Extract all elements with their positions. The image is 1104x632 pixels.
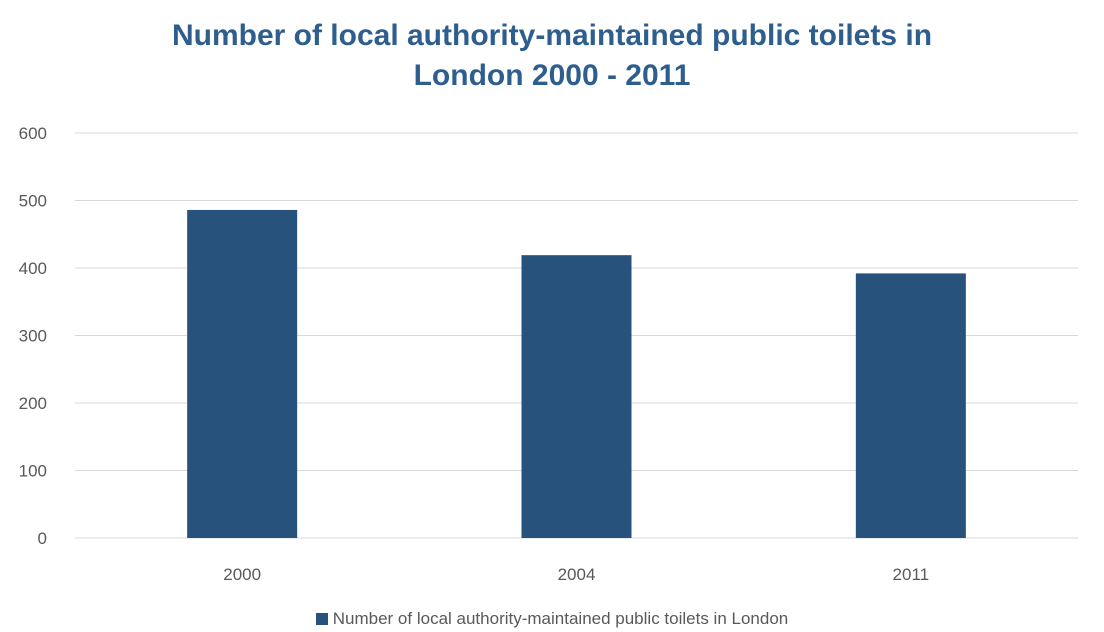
chart-title: Number of local authority-maintained pub… bbox=[0, 16, 1104, 96]
y-tick-label: 600 bbox=[19, 124, 47, 143]
y-tick-label: 500 bbox=[19, 192, 47, 211]
x-tick-label: 2004 bbox=[558, 565, 596, 584]
y-tick-label: 400 bbox=[19, 259, 47, 278]
y-tick-label: 200 bbox=[19, 394, 47, 413]
chart-title-line-1: Number of local authority-maintained pub… bbox=[171, 19, 933, 52]
legend: Number of local authority-maintained pub… bbox=[0, 608, 1104, 630]
legend-label: Number of local authority-maintained pub… bbox=[332, 609, 789, 628]
x-tick-label: 2000 bbox=[223, 565, 261, 584]
y-axis-ticks: 0 100 200 300 400 500 600 bbox=[19, 124, 47, 548]
bar-2011 bbox=[855, 273, 966, 538]
bars bbox=[187, 209, 966, 539]
bar-2004 bbox=[521, 255, 632, 539]
y-tick-label: 100 bbox=[19, 462, 47, 481]
x-axis-ticks: 2000 2004 2011 bbox=[223, 565, 929, 584]
chart-title-line-2: London 2000 - 2011 bbox=[413, 59, 691, 92]
x-tick-label: 2011 bbox=[893, 565, 930, 584]
y-tick-label: 0 bbox=[38, 529, 47, 548]
legend-swatch bbox=[315, 613, 328, 625]
y-tick-label: 300 bbox=[19, 327, 47, 346]
bar-2000 bbox=[187, 209, 298, 538]
